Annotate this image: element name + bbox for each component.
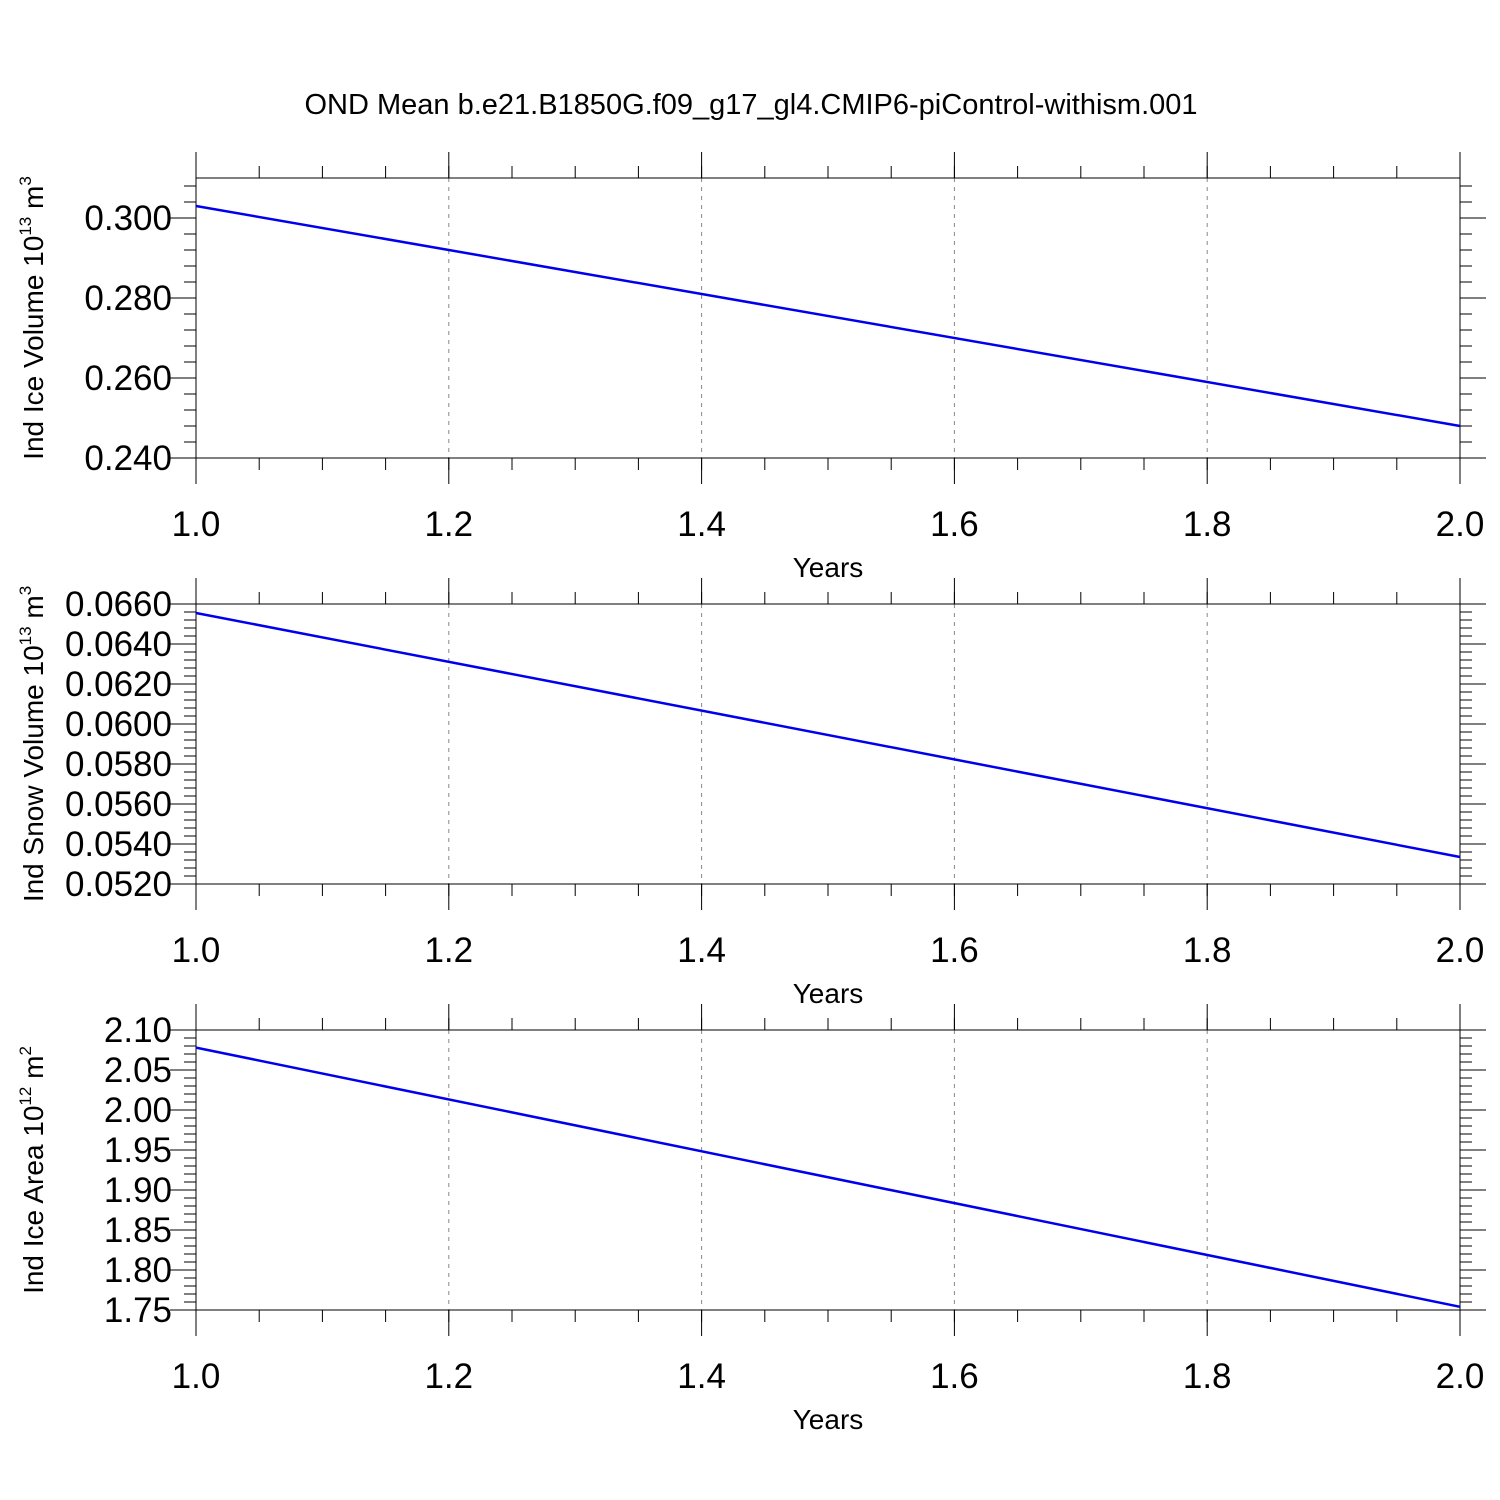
x-tick-label: 1.0: [172, 505, 221, 544]
y-axis-label-superscript: 12: [16, 1087, 35, 1106]
y-axis-label-part: Ind Ice Volume 10: [18, 236, 49, 460]
x-tick-label: 1.0: [172, 931, 221, 970]
y-tick-label: 1.85: [104, 1211, 172, 1250]
panels: 1.0 1.2 1.4 1.6 1.8 2.0 0.240 0.260 0.280 0.300 Ye…: [16, 152, 1486, 1435]
y-axis-label-part: m: [18, 1056, 49, 1087]
chart-panel-3: 1.0 1.2 1.4 1.6 1.8 2.01.751.801.851.901.952.…: [16, 1004, 1486, 1435]
series-line: [195, 1046, 1461, 1309]
y-tick-label: 0.0560: [65, 785, 172, 824]
chart-panel-2: 1.0 1.2 1.4 1.6 1.8 2.0 0.05200.05400.05600.05…: [16, 578, 1486, 1009]
y-tick-label: 0.0600: [65, 705, 172, 744]
plot-frame: [195, 177, 1461, 459]
y-axis-label-superscript: 3: [16, 176, 35, 185]
y-tick-label: 2.00: [104, 1091, 172, 1130]
x-tick-label: 1.0: [172, 1357, 221, 1396]
y-axis-label: Ind Ice Volume 1013 m3: [16, 176, 49, 460]
x-tick-label: 1.8: [1183, 931, 1232, 970]
y-tick-label: 2.05: [104, 1051, 172, 1090]
y-tick-label: 0.0640: [65, 625, 172, 664]
x-tick-label: 1.2: [424, 1357, 473, 1396]
x-tick-label: 1.4: [677, 1357, 726, 1396]
y-tick-label: 0.300: [84, 199, 172, 238]
y-axis-label-superscript: 2: [16, 1046, 35, 1055]
y-tick-label: 1.95: [104, 1131, 172, 1170]
y-tick-label: 0.0580: [65, 745, 172, 784]
y-axis-label-part: m: [18, 595, 49, 626]
chart-panel-1: 1.0 1.2 1.4 1.6 1.8 2.0 0.240 0.260 0.280 0.300 Ye…: [16, 152, 1486, 583]
y-tick-label: 0.0540: [65, 825, 172, 864]
y-tick-label: 0.240: [84, 439, 172, 478]
y-tick-label: 0.0660: [65, 585, 172, 624]
x-tick-label: 1.8: [1183, 505, 1232, 544]
x-tick-label: 1.4: [677, 931, 726, 970]
y-tick-label: 1.75: [104, 1291, 172, 1330]
y-tick-label: 2.10: [104, 1011, 172, 1050]
x-tick-label: 1.2: [424, 931, 473, 970]
y-axis-label-superscript: 3: [16, 586, 35, 595]
y-tick-label: 0.260: [84, 359, 172, 398]
y-axis-label: Ind Snow Volume 1013 m3: [16, 586, 49, 902]
y-tick-label: 0.0620: [65, 665, 172, 704]
series-line: [195, 204, 1461, 428]
x-tick-label: 1.6: [930, 1357, 979, 1396]
figure-title: OND Mean b.e21.B1850G.f09_g17_gl4.CMIP6-…: [304, 89, 1197, 121]
y-axis-label-superscript: 13: [16, 626, 35, 645]
y-axis-label-part: Ind Ice Area 10: [18, 1106, 49, 1294]
y-axis-label-part: Ind Snow Volume 10: [18, 645, 49, 902]
y-tick-label: 0.0520: [65, 865, 172, 904]
x-tick-label: 2.0: [1436, 1357, 1485, 1396]
y-tick-label: 1.90: [104, 1171, 172, 1210]
x-tick-label: 1.2: [424, 505, 473, 544]
y-axis-label: Ind Ice Area 1012 m2: [16, 1046, 49, 1294]
x-axis-label: Years: [793, 552, 864, 583]
x-tick-label: 2.0: [1436, 505, 1485, 544]
x-tick-label: 2.0: [1436, 931, 1485, 970]
x-tick-label: 1.6: [930, 505, 979, 544]
plot-frame: [195, 1029, 1461, 1311]
x-axis-label: Years: [793, 1404, 864, 1435]
plot-frame: [195, 603, 1461, 885]
x-axis-label: Years: [793, 978, 864, 1009]
y-axis-label-part: m: [18, 186, 49, 217]
x-tick-label: 1.8: [1183, 1357, 1232, 1396]
y-tick-label: 0.280: [84, 279, 172, 318]
x-tick-label: 1.4: [677, 505, 726, 544]
x-tick-label: 1.6: [930, 931, 979, 970]
y-tick-label: 1.80: [104, 1251, 172, 1290]
series-line: [195, 611, 1461, 859]
y-axis-label-superscript: 13: [16, 217, 35, 236]
